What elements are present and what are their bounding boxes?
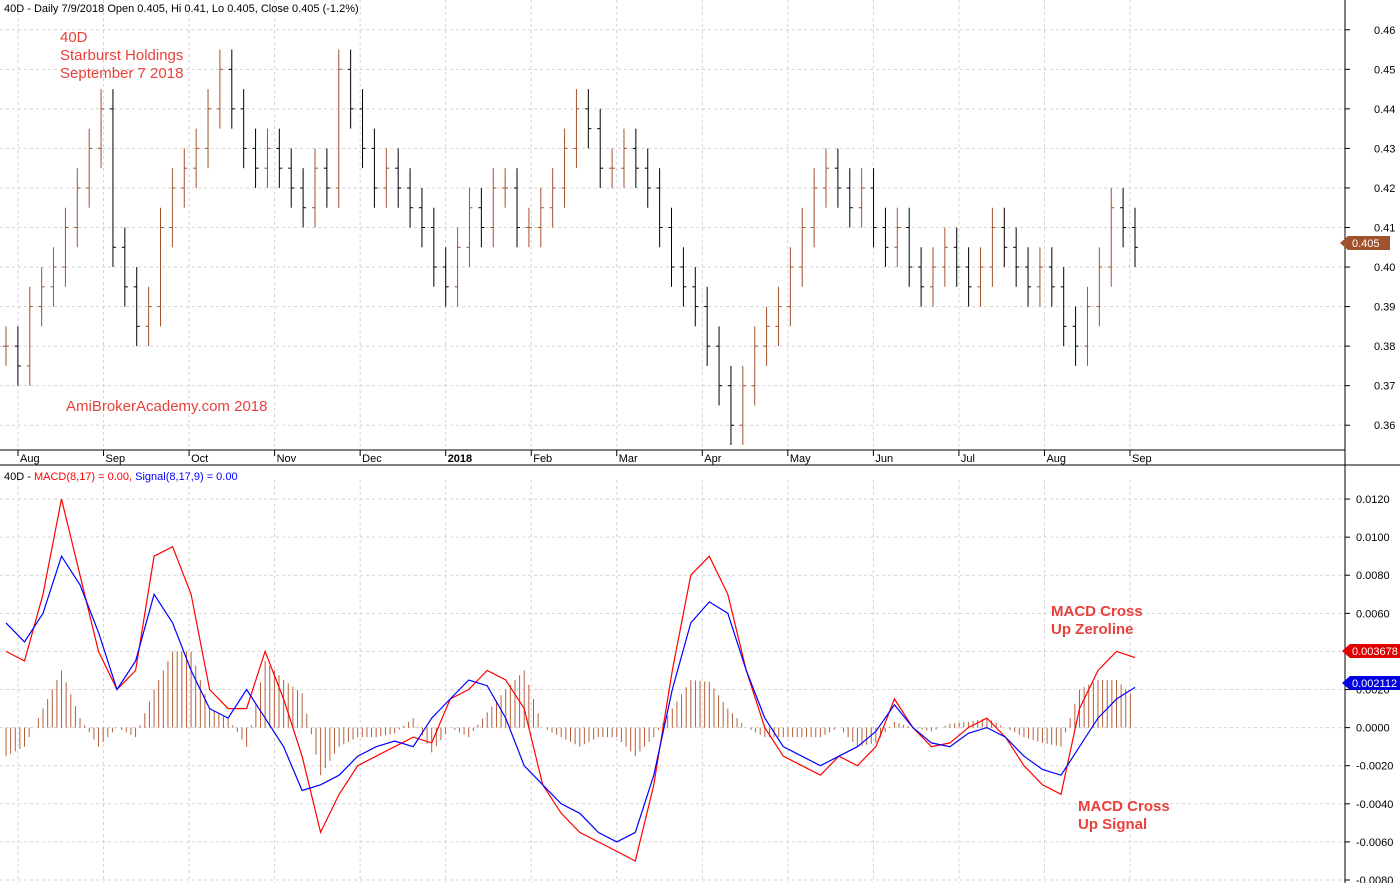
signal-value-label: 0.002112 [1352, 678, 1397, 690]
signal-value-marker: 0.002112 [1342, 676, 1400, 690]
annotation-zeroline-2: Up Zeroline [1051, 621, 1134, 638]
price-tick-label: 0.42 [1374, 183, 1395, 195]
price-grid [0, 0, 1345, 450]
macd-histogram [5, 651, 1131, 776]
macd-info-line: 40D - MACD(8,17) = 0.00, Signal(8,17,9) … [4, 471, 238, 483]
price-tick-label: 0.40 [1374, 262, 1395, 274]
macd-tick-label: 0.0000 [1356, 723, 1390, 735]
macd-tick-label: 0.0080 [1356, 570, 1390, 582]
last-price-label: 0.405 [1352, 238, 1380, 250]
price-tick-label: 0.37 [1374, 381, 1395, 393]
price-info-line: 40D - Daily 7/9/2018 Open 0.405, Hi 0.41… [4, 3, 359, 15]
signal-line [5, 554, 1136, 843]
macd-info-prefix: 40D - [4, 471, 34, 483]
month-label: Sep [106, 453, 126, 465]
price-tick-label: 0.38 [1374, 341, 1395, 353]
macd-value-marker: 0.003678 [1342, 644, 1400, 658]
chart-title-ticker: 40D [60, 29, 88, 46]
annotation-signal-2: Up Signal [1078, 816, 1147, 833]
macd-line [5, 498, 1136, 862]
price-tick-label: 0.41 [1374, 223, 1395, 235]
macd-tick-label: -0.0080 [1356, 875, 1393, 883]
watermark: AmiBrokerAcademy.com 2018 [66, 398, 267, 415]
price-tick-label: 0.39 [1374, 302, 1395, 314]
annotation-signal-1: MACD Cross [1078, 798, 1170, 815]
month-label: Aug [20, 453, 40, 465]
price-tick-label: 0.44 [1374, 104, 1395, 116]
month-label: Jun [875, 453, 893, 465]
price-axis-ticks: 0.36 0.37 0.38 0.39 0.40 0.41 0.42 0.43 0.44 0.45… [1345, 25, 1395, 432]
price-tick-label: 0.36 [1374, 420, 1395, 432]
price-tick-label: 0.45 [1374, 64, 1395, 76]
macd-tick-label: -0.0040 [1356, 799, 1393, 811]
macd-tick-label: -0.0020 [1356, 761, 1393, 773]
chart-title-date: September 7 2018 [60, 65, 183, 82]
last-price-marker: 0.405 [1340, 236, 1390, 250]
macd-info-signal: Signal(8,17,9) = 0.00 [132, 471, 238, 483]
month-label: Aug [1046, 453, 1066, 465]
month-label: Apr [704, 453, 721, 465]
macd-value-label: 0.003678 [1352, 646, 1398, 658]
month-label: Dec [362, 453, 382, 465]
macd-tick-label: -0.0060 [1356, 837, 1393, 849]
month-label: Sep [1132, 453, 1152, 465]
price-tick-label: 0.46 [1374, 25, 1395, 37]
date-axis-labels: Aug Sep Oct Nov Dec 2018 Feb Mar Apr May Jun Jul Aug… [17, 450, 1152, 465]
month-label: Jul [961, 453, 975, 465]
macd-tick-label: 0.0060 [1356, 608, 1390, 620]
month-label: Nov [277, 453, 297, 465]
month-label: Feb [533, 453, 552, 465]
chart-title-company: Starburst Holdings [60, 47, 183, 64]
macd-info-macd: MACD(8,17) = 0.00, [34, 471, 132, 483]
macd-tick-label: 0.0100 [1356, 532, 1390, 544]
month-label: Oct [191, 453, 208, 465]
annotation-zeroline-1: MACD Cross [1051, 603, 1143, 620]
macd-tick-label: 0.0120 [1356, 494, 1390, 506]
month-label: May [790, 453, 811, 465]
price-tick-label: 0.43 [1374, 143, 1395, 155]
month-label: Mar [619, 453, 638, 465]
ohlc-bars [3, 49, 1138, 445]
month-label: 2018 [448, 453, 472, 465]
